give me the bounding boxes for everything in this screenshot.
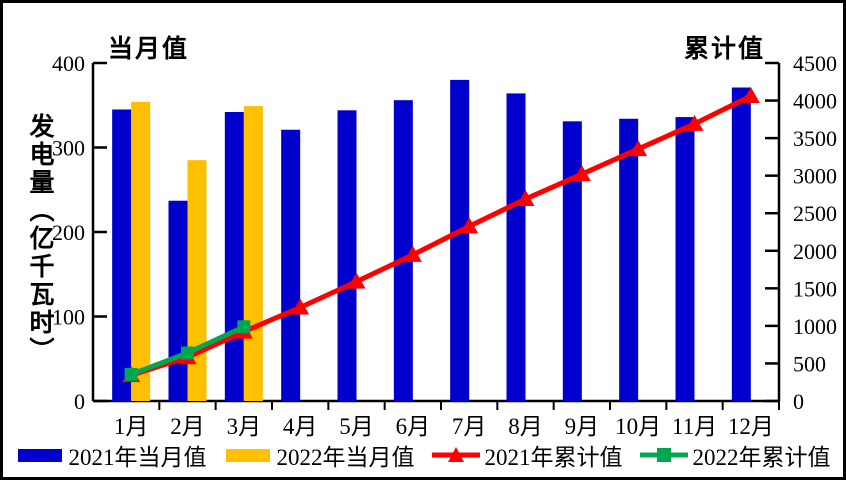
right-axis-tick-label: 2500 [793,201,837,226]
bar-2022年当月值-3月 [243,106,263,401]
marker-triangle-2021年累计值-10月 [629,140,648,157]
right-axis-header: 累计值 [683,36,765,63]
legend-item-2022年当月值: 2022年当月值 [224,438,415,472]
marker-triangle-2021年累计值-6月 [403,245,422,262]
legend-item-2021年累计值: 2021年累计值 [431,438,623,472]
bar-2021年当月值-8月 [506,93,526,402]
x-axis-label: 10月 [615,414,661,439]
bar-2021年当月值-7月 [450,79,470,402]
x-axis-label: 1月 [114,414,149,439]
left-axis-tick-label: 400 [52,51,85,76]
marker-square-2022年累计值-2月 [181,346,194,360]
legend-item-2021年当月值: 2021年当月值 [16,438,207,472]
bar-2021年当月值-12月 [731,87,751,401]
legend: 2021年当月值 2022年当月值 2021年累计值 2022年累计值 [3,438,843,472]
left-axis-tick-label: 200 [52,220,85,245]
bar-2021年当月值-10月 [619,118,639,402]
marker-triangle-2021年累计值-5月 [347,272,366,289]
right-axis-tick-label: 4500 [793,51,837,76]
marker-square-2022年累计值-1月 [124,367,138,381]
legend-line-icon [639,448,688,462]
x-axis-label: 8月 [508,414,543,439]
bar-2021年当月值-5月 [337,110,357,401]
right-axis-tick-label: 4000 [793,89,837,114]
legend-label: 2022年累计值 [692,445,831,470]
marker-triangle-2021年累计值-8月 [516,190,535,207]
legend-label: 2021年当月值 [68,445,207,470]
bar-2021年当月值-1月 [112,109,132,401]
bar-2021年当月值-9月 [562,121,582,402]
right-axis-tick-label: 500 [793,351,826,376]
marker-triangle-2021年累计值-7月 [460,217,479,234]
legend-line-icon [431,447,480,462]
left-axis-tick-label: 300 [52,136,85,161]
legend-swatch-icon [17,449,62,462]
line-2021年累计值 [130,93,752,378]
right-axis-tick-label: 3000 [793,164,837,189]
marker-triangle-2021年累计值-12月 [741,86,760,103]
legend-swatch-icon [225,449,270,462]
bar-2021年当月值-4月 [281,129,301,401]
x-axis-label: 3月 [227,414,262,439]
left-axis-tick-label: 0 [74,389,85,414]
x-axis-label: 12月 [728,414,774,439]
x-axis-label: 4月 [283,414,318,439]
right-axis-tick-label: 3500 [793,126,837,151]
marker-square-2022年累计值-3月 [237,320,251,334]
x-axis-label: 11月 [672,414,717,439]
bar-2021年当月值-11月 [675,117,695,401]
x-axis-label: 6月 [396,414,431,439]
left-axis-title: 发电量（亿千瓦时） [26,113,53,365]
x-axis-label: 9月 [565,414,600,439]
legend-label: 2021年累计值 [484,445,623,470]
right-axis-tick-label: 2000 [793,239,837,264]
right-axis-tick-label: 1000 [793,314,837,339]
plot-area: 0100200300400050010001500200025003000350… [52,51,837,439]
bar-2021年当月值-3月 [224,112,244,401]
bar-2022年当月值-2月 [187,160,207,401]
marker-triangle-2021年累计值-4月 [291,298,310,315]
bar-2021年当月值-2月 [168,200,188,401]
left-axis-tick-label: 100 [52,305,85,330]
x-axis-label: 7月 [452,414,487,439]
right-axis-tick-label: 0 [793,389,804,414]
right-axis-tick-label: 1500 [793,276,837,301]
bar-2021年当月值-6月 [393,100,413,402]
legend-label: 2022年当月值 [276,445,415,470]
x-axis-label: 5月 [339,414,374,439]
marker-triangle-2021年累计值-11月 [685,114,704,131]
left-axis-header: 当月值 [108,36,190,63]
x-axis-label: 2月 [170,414,205,439]
bar-2022年当月值-1月 [131,101,151,402]
legend-item-2022年累计值: 2022年累计值 [639,438,831,472]
marker-triangle-2021年累计值-9月 [572,165,591,182]
